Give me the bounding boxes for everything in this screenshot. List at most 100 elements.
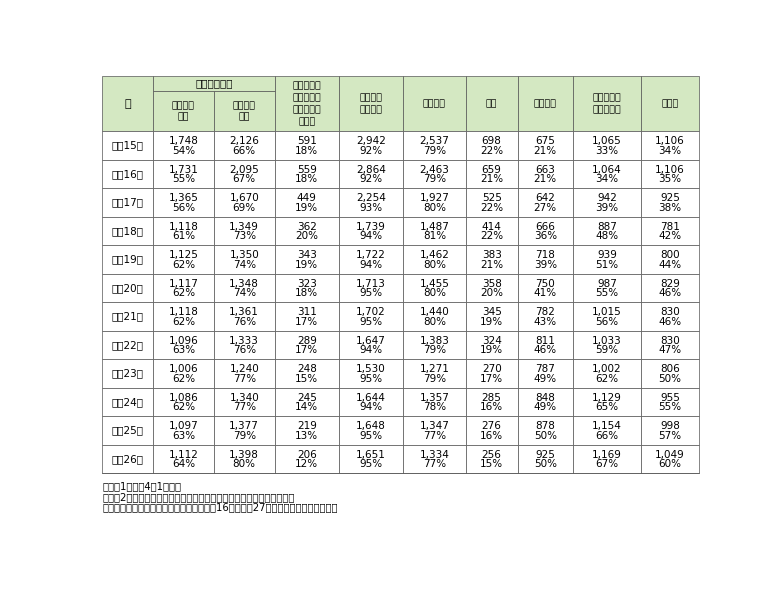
Bar <box>403 245 466 274</box>
Text: 2,864: 2,864 <box>356 165 386 175</box>
Bar <box>275 217 339 245</box>
Text: 2．表中数値は自治体数、表中下段は実施している自治体の割合: 2．表中数値は自治体数、表中下段は実施している自治体の割合 <box>102 492 295 502</box>
Bar <box>518 188 573 217</box>
Text: 平成21年: 平成21年 <box>112 311 144 322</box>
Text: 270: 270 <box>482 364 502 374</box>
Text: 830: 830 <box>660 336 679 346</box>
Text: 2,463: 2,463 <box>420 165 449 175</box>
Text: 1,377: 1,377 <box>229 421 259 432</box>
Text: 559: 559 <box>296 165 317 175</box>
Bar <box>466 76 518 132</box>
Bar <box>641 160 699 188</box>
Text: 39%: 39% <box>534 260 557 270</box>
Text: 38%: 38% <box>658 203 682 213</box>
Bar <box>466 302 518 331</box>
Text: 20%: 20% <box>295 231 318 241</box>
Bar <box>102 188 153 217</box>
Bar <box>466 445 518 474</box>
Text: 666: 666 <box>535 222 555 232</box>
Bar <box>153 188 214 217</box>
Text: 77%: 77% <box>232 374 256 383</box>
Text: 414: 414 <box>482 222 502 232</box>
Text: 811: 811 <box>535 336 555 346</box>
Text: 18%: 18% <box>295 146 318 156</box>
Text: 1,722: 1,722 <box>356 251 386 260</box>
Bar <box>403 331 466 359</box>
Text: 806: 806 <box>660 364 679 374</box>
Text: 939: 939 <box>597 251 617 260</box>
Text: 1,049: 1,049 <box>655 450 685 460</box>
Text: 94%: 94% <box>360 345 383 355</box>
Bar <box>214 160 275 188</box>
Text: 34%: 34% <box>658 146 682 156</box>
Bar <box>153 91 214 132</box>
Text: 18%: 18% <box>295 288 318 298</box>
Text: 1,648: 1,648 <box>356 421 386 432</box>
Text: 1,118: 1,118 <box>168 307 198 317</box>
Bar <box>275 331 339 359</box>
Bar <box>573 76 641 132</box>
Text: 年: 年 <box>124 99 131 109</box>
Bar <box>339 416 403 445</box>
Text: 77%: 77% <box>423 459 446 469</box>
Text: 750: 750 <box>535 279 555 289</box>
Bar <box>339 388 403 416</box>
Text: 79%: 79% <box>423 345 446 355</box>
Bar <box>102 245 153 274</box>
Bar <box>518 160 573 188</box>
Text: 345: 345 <box>482 307 502 317</box>
Bar <box>214 188 275 217</box>
Bar <box>641 416 699 445</box>
Bar <box>275 302 339 331</box>
Bar <box>573 217 641 245</box>
Text: 1,065: 1,065 <box>592 136 622 147</box>
Bar <box>339 76 403 132</box>
Bar <box>403 359 466 388</box>
Bar <box>102 217 153 245</box>
Bar <box>102 132 153 160</box>
Bar <box>641 388 699 416</box>
Text: 平成26年: 平成26年 <box>112 454 144 464</box>
Text: 50%: 50% <box>658 374 682 383</box>
Bar <box>573 302 641 331</box>
Bar <box>403 160 466 188</box>
Text: 1,487: 1,487 <box>420 222 449 232</box>
Bar <box>466 160 518 188</box>
Bar <box>518 245 573 274</box>
Text: 1,096: 1,096 <box>168 336 198 346</box>
Text: 79%: 79% <box>232 431 256 441</box>
Bar <box>403 217 466 245</box>
Text: 95%: 95% <box>360 431 383 441</box>
Bar <box>573 416 641 445</box>
Text: 33%: 33% <box>595 146 619 156</box>
Text: 19%: 19% <box>295 203 318 213</box>
Text: 1,350: 1,350 <box>229 251 259 260</box>
Text: 1,112: 1,112 <box>168 450 198 460</box>
Text: 74%: 74% <box>232 288 256 298</box>
Bar <box>518 217 573 245</box>
Text: 998: 998 <box>660 421 680 432</box>
Text: 36%: 36% <box>534 231 557 241</box>
Text: 22%: 22% <box>480 231 503 241</box>
Text: 56%: 56% <box>172 203 195 213</box>
Bar <box>403 274 466 302</box>
Bar <box>518 76 573 132</box>
Text: 311: 311 <box>296 307 317 317</box>
Bar <box>102 302 153 331</box>
Bar <box>466 388 518 416</box>
Text: その他: その他 <box>661 99 679 108</box>
Bar <box>214 91 275 132</box>
Text: 80%: 80% <box>423 203 446 213</box>
Text: 77%: 77% <box>423 431 446 441</box>
Text: 383: 383 <box>482 251 502 260</box>
Text: 925: 925 <box>660 194 680 203</box>
Text: 74%: 74% <box>232 260 256 270</box>
Text: 1,086: 1,086 <box>168 393 198 403</box>
Text: 659: 659 <box>482 165 502 175</box>
Text: 35%: 35% <box>658 174 682 185</box>
Text: 平成16年: 平成16年 <box>112 169 144 179</box>
Bar <box>153 445 214 474</box>
Text: 449: 449 <box>296 194 317 203</box>
Text: 1,530: 1,530 <box>356 364 386 374</box>
Text: 358: 358 <box>482 279 502 289</box>
